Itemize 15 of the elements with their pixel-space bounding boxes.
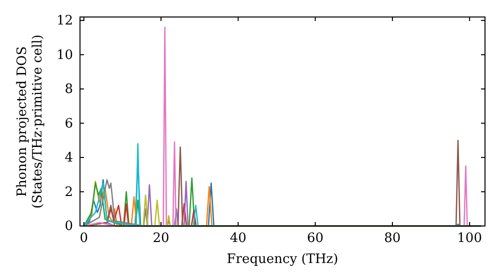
y-tick-label: 4 bbox=[64, 150, 73, 166]
x-tick-label: 0 bbox=[80, 231, 88, 246]
x-tick-label: 60 bbox=[307, 231, 324, 246]
y-tick-label: 10 bbox=[56, 48, 73, 63]
y-axis-title: Phonon projected DOS (States/THz·primitive cell) bbox=[15, 34, 46, 209]
y-tick-label: 2 bbox=[64, 184, 73, 200]
x-tick-label: 40 bbox=[230, 231, 246, 246]
y-tick-label: 0 bbox=[64, 219, 73, 234]
y-tick-label: 12 bbox=[56, 14, 73, 29]
x-tick-label: 80 bbox=[384, 231, 401, 246]
x-tick-label: 100 bbox=[457, 231, 482, 246]
y-tick-label: 6 bbox=[64, 116, 73, 132]
x-tick-label: 20 bbox=[152, 231, 170, 246]
x-axis-title: Frequency (THz) bbox=[226, 252, 338, 267]
y-tick-label: 8 bbox=[64, 82, 73, 98]
